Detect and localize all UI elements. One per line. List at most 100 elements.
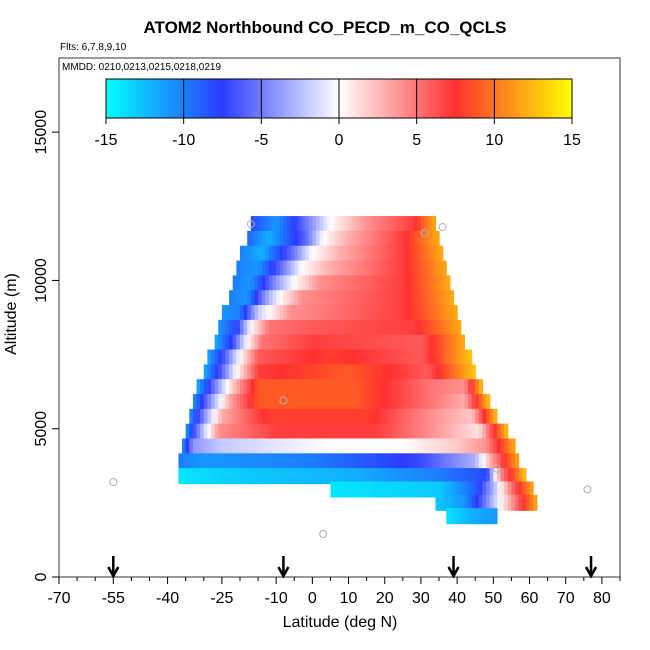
heatmap-cell xyxy=(515,481,520,498)
heatmap-cell xyxy=(413,319,418,336)
heatmap-cell xyxy=(243,245,248,262)
heatmap-cell xyxy=(254,453,259,470)
heatmap-cell xyxy=(464,394,469,411)
heatmap-cell xyxy=(337,334,342,351)
heatmap-cell xyxy=(496,453,502,470)
heatmap-cell xyxy=(326,245,332,262)
heatmap-band xyxy=(185,423,509,440)
heatmap-cell xyxy=(428,438,433,455)
heatmap-cell xyxy=(341,423,346,440)
heatmap-cell xyxy=(236,349,241,366)
heatmap-cell xyxy=(265,334,270,351)
heatmap-cell xyxy=(301,349,306,366)
heatmap-cell xyxy=(344,481,350,498)
heatmap-cell xyxy=(373,423,379,440)
heatmap-cell xyxy=(391,453,397,470)
heatmap-cell xyxy=(522,468,527,485)
heatmap-cell xyxy=(315,319,321,336)
heatmap-cell xyxy=(355,481,361,498)
heatmap-cell xyxy=(301,260,306,277)
heatmap-band xyxy=(229,290,455,307)
y-tick-label: 5000 xyxy=(33,411,50,447)
heatmap-cell xyxy=(283,394,288,411)
heatmap-cell xyxy=(406,290,411,307)
heatmap-cell xyxy=(232,423,237,440)
heatmap-cell xyxy=(482,438,487,455)
colorbar-tick-label: 10 xyxy=(485,132,503,149)
heatmap-cell xyxy=(391,260,397,277)
heatmap-cell xyxy=(410,334,415,351)
heatmap-cell xyxy=(355,423,361,440)
heatmap-cell xyxy=(261,408,266,425)
heatmap-cell xyxy=(214,349,219,366)
heatmap-cell xyxy=(330,364,335,381)
heatmap-cell xyxy=(453,481,458,498)
heatmap-cell xyxy=(218,423,223,440)
heatmap-cell xyxy=(388,481,393,498)
heatmap-cell xyxy=(334,394,339,411)
heatmap-cell xyxy=(478,494,484,511)
heatmap-cell xyxy=(388,334,393,351)
heatmap-cell xyxy=(413,245,418,262)
heatmap-cell xyxy=(457,468,462,485)
heatmap-cell xyxy=(308,290,313,307)
heatmap-cell xyxy=(363,379,368,396)
heatmap-cell xyxy=(258,379,263,396)
heatmap-cell xyxy=(500,494,505,511)
heatmap-cell xyxy=(496,468,502,485)
heatmap-cell xyxy=(399,230,404,247)
heatmap-cell xyxy=(417,379,422,396)
heatmap-cell xyxy=(272,423,277,440)
heatmap-cell xyxy=(203,408,208,425)
heatmap-cell xyxy=(276,334,281,351)
heatmap-cell xyxy=(406,481,411,498)
heatmap-cell xyxy=(446,319,451,336)
heatmap-cell xyxy=(352,290,357,307)
heatmap-cell xyxy=(297,334,303,351)
heatmap-cell xyxy=(424,364,429,381)
heatmap-band xyxy=(247,230,440,247)
heatmap-cell xyxy=(366,438,371,455)
heatmap-cell xyxy=(221,319,227,336)
heatmap-cell xyxy=(211,423,216,440)
heatmap-cell xyxy=(207,379,212,396)
heatmap-cell xyxy=(366,245,371,262)
heatmap-cell xyxy=(326,379,332,396)
heatmap-cell xyxy=(504,453,509,470)
heatmap-cell xyxy=(250,260,256,277)
heatmap-cell xyxy=(363,245,368,262)
heatmap-cell xyxy=(203,468,208,485)
heatmap-cell xyxy=(323,275,328,292)
heatmap-cell xyxy=(236,334,241,351)
sample-point xyxy=(492,464,501,473)
heatmap-cell xyxy=(377,290,382,307)
heatmap-cell xyxy=(348,230,353,247)
heatmap-cell xyxy=(326,275,332,292)
colorbar-tick-label: -5 xyxy=(254,132,268,149)
heatmap-cell xyxy=(247,334,252,351)
heatmap-cell xyxy=(319,364,324,381)
heatmap-cell xyxy=(467,508,473,525)
heatmap-cell xyxy=(420,408,426,425)
heatmap-cell xyxy=(417,275,422,292)
heatmap-cell xyxy=(359,245,364,262)
heatmap-cell xyxy=(250,275,256,292)
heatmap-cell xyxy=(355,230,361,247)
heatmap-cell xyxy=(489,508,494,525)
heatmap-cell xyxy=(373,305,379,322)
heatmap-cell xyxy=(276,319,281,336)
heatmap-cell xyxy=(431,349,437,366)
heatmap-cell xyxy=(366,408,371,425)
heatmap-cell xyxy=(344,275,350,292)
heatmap-cell xyxy=(363,275,368,292)
heatmap-cell xyxy=(431,481,437,498)
colorbar-tick-label: 5 xyxy=(412,132,421,149)
heatmap-cell xyxy=(428,260,433,277)
heatmap-cell xyxy=(384,438,389,455)
heatmap-cell xyxy=(276,245,281,262)
heatmap-cell xyxy=(500,438,505,455)
heatmap-cell xyxy=(229,453,234,470)
heatmap-cell xyxy=(500,423,505,440)
heatmap-cell xyxy=(229,468,234,485)
heatmap-cell xyxy=(247,408,252,425)
